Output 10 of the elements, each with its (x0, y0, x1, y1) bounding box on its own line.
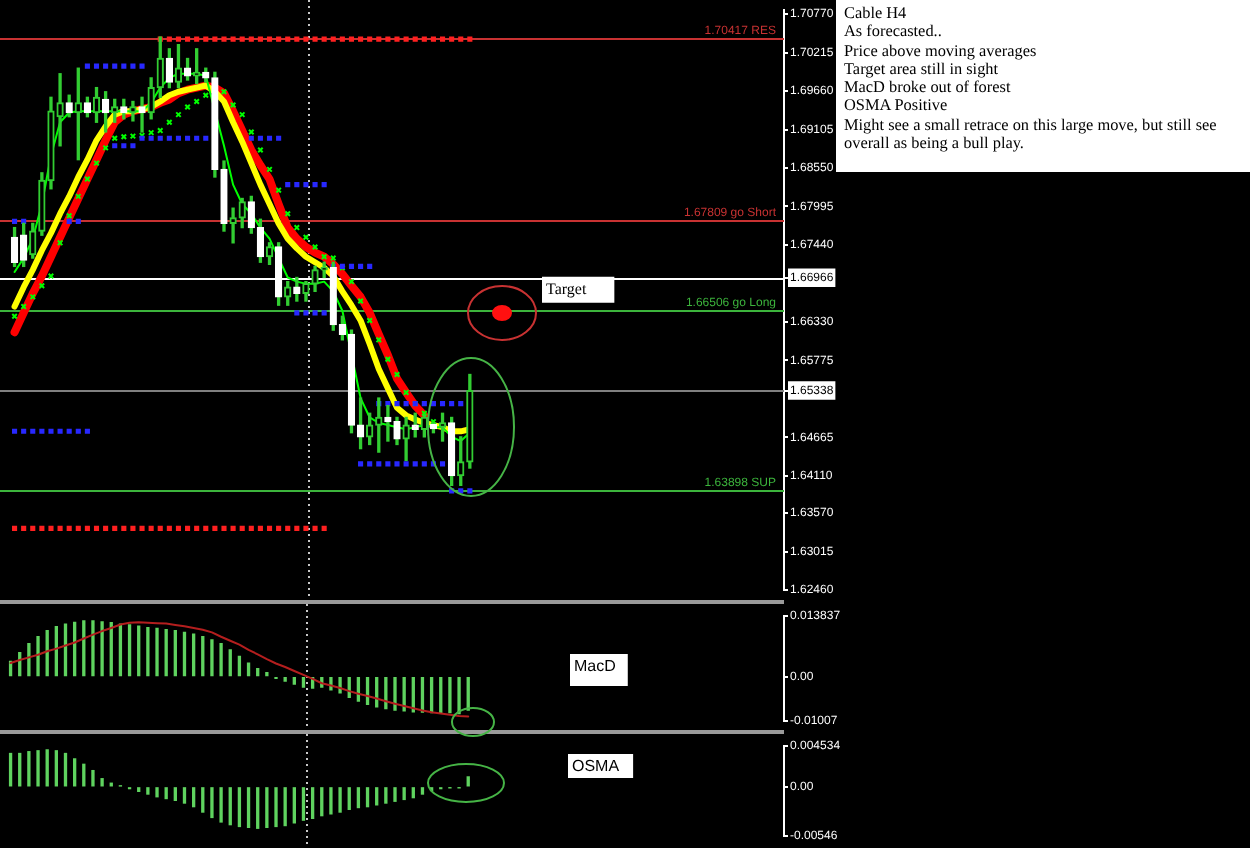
text: Cable H4 (844, 4, 909, 23)
text: Might see a small retrace on this large move, but still see overall as being a bull play. (844, 115, 1219, 153)
text: Price above moving averages (844, 41, 1039, 60)
annotation: MacD (574, 657, 617, 676)
text: OSMA Positive (844, 96, 950, 116)
text: As forecasted.. (844, 22, 944, 42)
annotation: OSMA (572, 757, 621, 776)
text: MacD broke out of forest (844, 78, 1013, 97)
text: Target area still in sight (844, 59, 999, 79)
annotation: Target (546, 279, 588, 298)
